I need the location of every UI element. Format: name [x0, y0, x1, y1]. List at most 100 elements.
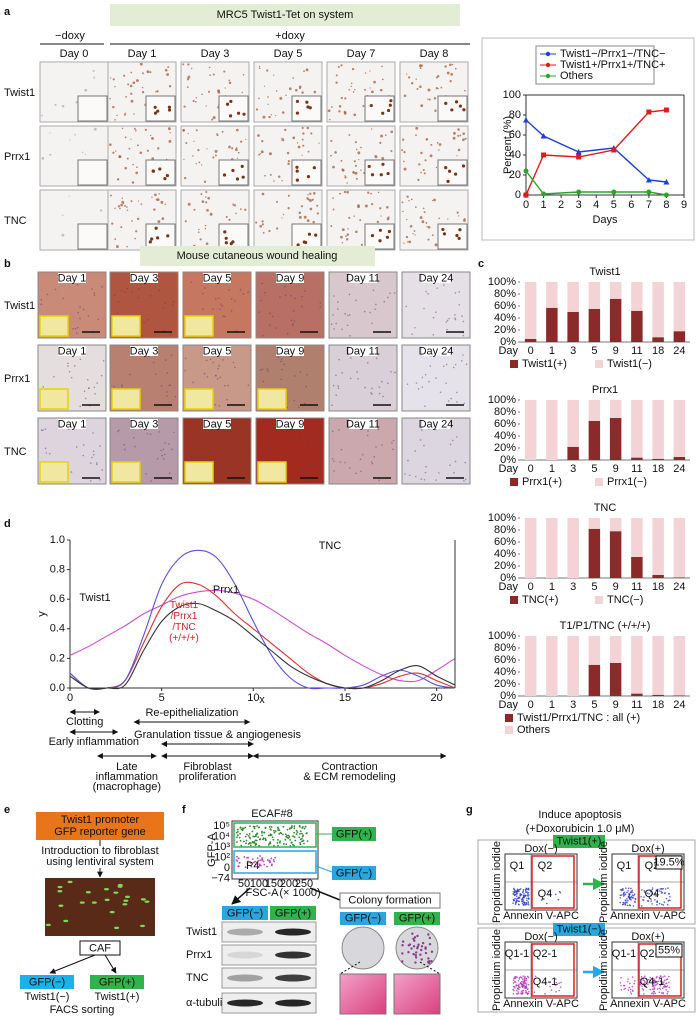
bar-segment [652, 282, 664, 338]
label: Q4 [645, 888, 660, 900]
flow-event [240, 844, 243, 847]
flow-event [270, 864, 273, 867]
series-line [69, 581, 456, 690]
flow-event [300, 837, 303, 840]
flow-event [515, 895, 518, 898]
flow-event [623, 984, 626, 987]
cell-stain [284, 128, 287, 132]
flow-event [525, 891, 527, 894]
inset [77, 159, 108, 186]
flow-event [619, 981, 622, 984]
nucleus [131, 290, 133, 293]
nucleus [423, 307, 425, 310]
cell-stain [426, 138, 429, 141]
flow-event [626, 981, 629, 983]
cell-stain [330, 154, 332, 157]
x-tick-label: 8 [663, 199, 669, 211]
bar-segment [609, 531, 622, 578]
flow-event [619, 897, 622, 899]
cell-stain [184, 176, 187, 180]
colony [414, 954, 417, 957]
cell-stain [161, 217, 165, 220]
flow-event [666, 992, 669, 995]
cell-stain [228, 218, 231, 221]
flow-event [518, 888, 521, 891]
flow-event [299, 832, 301, 835]
colony [416, 934, 419, 938]
nucleus [40, 429, 43, 431]
nucleus [370, 392, 372, 394]
cell-stain [131, 181, 135, 184]
cell-stain [130, 200, 133, 203]
flow-event [660, 890, 662, 893]
cell-stain [328, 118, 331, 121]
x-tick-label: 24 [673, 463, 685, 475]
series-line [525, 109, 667, 196]
cell-stain [128, 147, 131, 150]
label: TNC [4, 215, 27, 227]
cell-stain [287, 162, 290, 166]
y-tick-label: 40% [494, 666, 516, 678]
cell-stain [149, 71, 152, 74]
cell-stain [167, 66, 170, 69]
cell-stain [306, 219, 310, 223]
cell-stain [281, 137, 283, 139]
cell-stain [139, 151, 143, 155]
colony [412, 952, 415, 956]
legend-label: TNC(+) [522, 594, 558, 606]
bar-segment [631, 400, 643, 458]
cell-stain [262, 231, 265, 234]
flow-event [527, 901, 529, 903]
cell-stain [300, 205, 304, 208]
flow-event [518, 986, 520, 988]
gfp-cell [58, 904, 64, 907]
cell-stain [276, 200, 279, 203]
nucleus [129, 373, 131, 376]
bar-segment [546, 307, 558, 342]
nucleus [48, 452, 51, 455]
cell-stain [444, 165, 448, 170]
flow-event [522, 981, 525, 984]
cell-stain [415, 78, 417, 80]
flow-event [648, 980, 651, 983]
flow-event [643, 890, 646, 892]
cell-stain [257, 134, 260, 137]
flow-event [259, 859, 262, 862]
nucleus [79, 358, 82, 361]
flow-event [274, 830, 277, 832]
flow-event [639, 981, 642, 984]
cell-stain [346, 233, 350, 236]
nucleus [166, 372, 169, 374]
bar-segment [673, 331, 686, 342]
flow-event [633, 893, 636, 896]
legend-swatch [595, 478, 603, 486]
cell-stain [449, 63, 452, 67]
flow-event [629, 982, 631, 985]
nucleus [161, 454, 163, 457]
bar-segment [567, 312, 579, 342]
cell-stain [403, 94, 407, 98]
nucleus [333, 295, 335, 297]
cell-stain [167, 127, 171, 131]
nucleus [344, 313, 347, 315]
cell-stain [386, 205, 389, 209]
nucleus [245, 452, 248, 455]
nucleus [305, 385, 307, 388]
percent-box [655, 943, 683, 958]
flow-event [270, 828, 272, 831]
cell-stain [338, 105, 342, 108]
flow-event [256, 857, 259, 859]
cell-stain [112, 151, 115, 154]
label: 250 [295, 878, 313, 890]
nucleus [263, 453, 265, 455]
cell-stain [427, 238, 430, 241]
cell-stain [61, 233, 65, 237]
legend-label: Others [517, 724, 551, 736]
cell-stain [462, 138, 465, 142]
flow-event [512, 982, 515, 984]
y-axis-label: Percent (%) [502, 116, 514, 174]
nucleus [445, 321, 448, 323]
x-axis-label: x [259, 694, 265, 706]
nucleus [330, 323, 333, 326]
